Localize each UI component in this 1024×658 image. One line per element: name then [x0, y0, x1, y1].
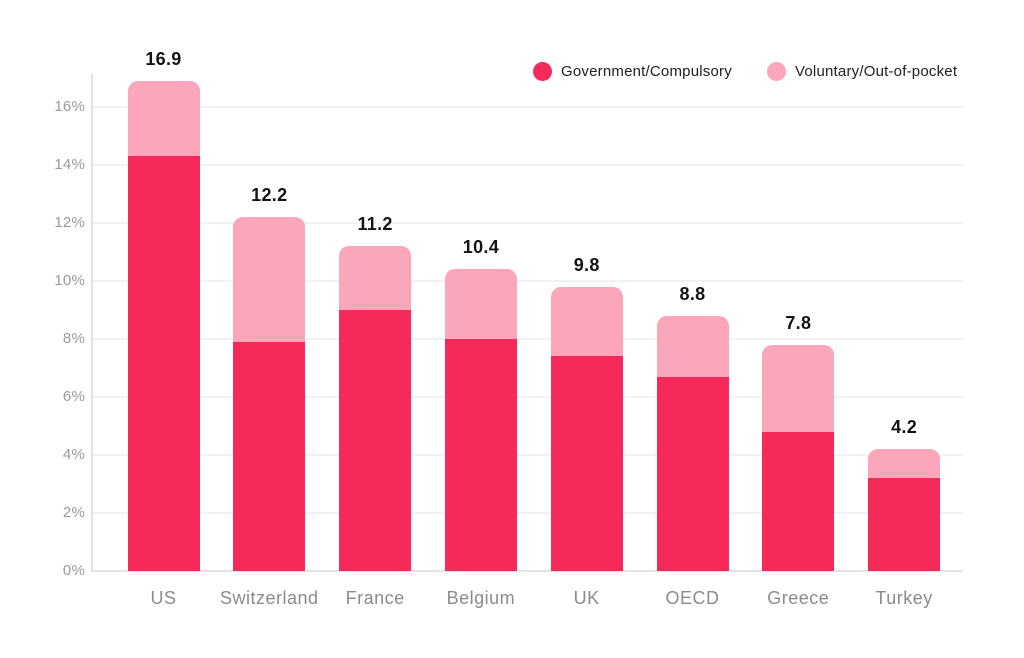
category-label-uk: UK: [573, 588, 600, 608]
gridline-8%: [92, 338, 963, 340]
y-axis-line: [91, 74, 93, 571]
category-label-switzerland: Switzerland: [220, 588, 319, 608]
y-axis-tick-label: 4%: [62, 446, 85, 463]
category-label-oecd: OECD: [665, 588, 720, 608]
category-label-us: US: [150, 588, 177, 608]
legend-item-government: Government/Compulsory: [533, 60, 732, 82]
bar-turkey-government-segment: [868, 478, 941, 571]
y-axis-tick-label: 0%: [62, 562, 85, 579]
legend-dot-voluntary-icon: [767, 61, 786, 81]
value-label-belgium: 10.4: [462, 237, 499, 258]
bar-greece-voluntary-segment: [762, 344, 835, 432]
bar-uk-government-segment: [550, 356, 623, 571]
value-label-uk: 9.8: [573, 254, 600, 275]
bar-switzerland-government-segment: [233, 341, 306, 571]
bar-uk-voluntary-segment: [550, 286, 623, 357]
bar-switzerland-voluntary-segment: [233, 217, 306, 342]
value-label-oecd: 8.8: [679, 283, 706, 304]
y-axis-tick-label: 16%: [54, 98, 85, 115]
gridline-2%: [92, 512, 963, 514]
bar-oecd-voluntary-segment: [656, 315, 729, 377]
bar-belgium-government-segment: [444, 339, 517, 571]
legend-dot-government-icon: [533, 61, 552, 81]
bar-belgium-voluntary-segment: [444, 269, 517, 339]
value-label-us: 16.9: [145, 48, 182, 69]
category-label-belgium: Belgium: [446, 588, 516, 608]
category-label-greece: Greece: [767, 588, 830, 608]
gridline-4%: [92, 454, 963, 456]
gridline-14%: [92, 164, 963, 166]
value-label-switzerland: 12.2: [251, 185, 288, 206]
legend-item-voluntary: Voluntary/Out-of-pocket: [767, 60, 957, 82]
gridline-10%: [92, 280, 963, 282]
y-axis-tick-label: 8%: [62, 330, 85, 347]
value-label-greece: 7.8: [785, 312, 812, 333]
value-label-turkey: 4.2: [891, 417, 918, 438]
y-axis-tick-label: 6%: [62, 388, 85, 405]
y-axis-tick-label: 14%: [54, 156, 85, 173]
y-axis-tick-label: 12%: [54, 214, 85, 231]
bar-france-government-segment: [339, 310, 412, 571]
chart-legend: Government/Compulsory Voluntary/Out-of-p…: [0, 60, 1024, 82]
gridline-6%: [92, 396, 963, 398]
value-label-france: 11.2: [357, 214, 393, 235]
bar-greece-government-segment: [762, 431, 835, 571]
bar-us-government-segment: [127, 156, 200, 571]
y-axis-tick-label: 2%: [62, 504, 85, 521]
gridline-16%: [92, 106, 963, 108]
x-axis-line: [91, 570, 963, 572]
legend-label-government: Government/Compulsory: [561, 62, 732, 80]
bar-turkey-voluntary-segment: [868, 449, 941, 479]
gridline-12%: [92, 222, 963, 224]
category-label-turkey: Turkey: [875, 588, 933, 608]
category-label-france: France: [345, 588, 405, 608]
y-axis-tick-label: 10%: [54, 272, 85, 289]
legend-label-voluntary: Voluntary/Out-of-pocket: [795, 62, 958, 80]
bar-us-voluntary-segment: [127, 80, 200, 157]
bar-france-voluntary-segment: [339, 246, 412, 310]
bar-oecd-government-segment: [656, 376, 729, 571]
